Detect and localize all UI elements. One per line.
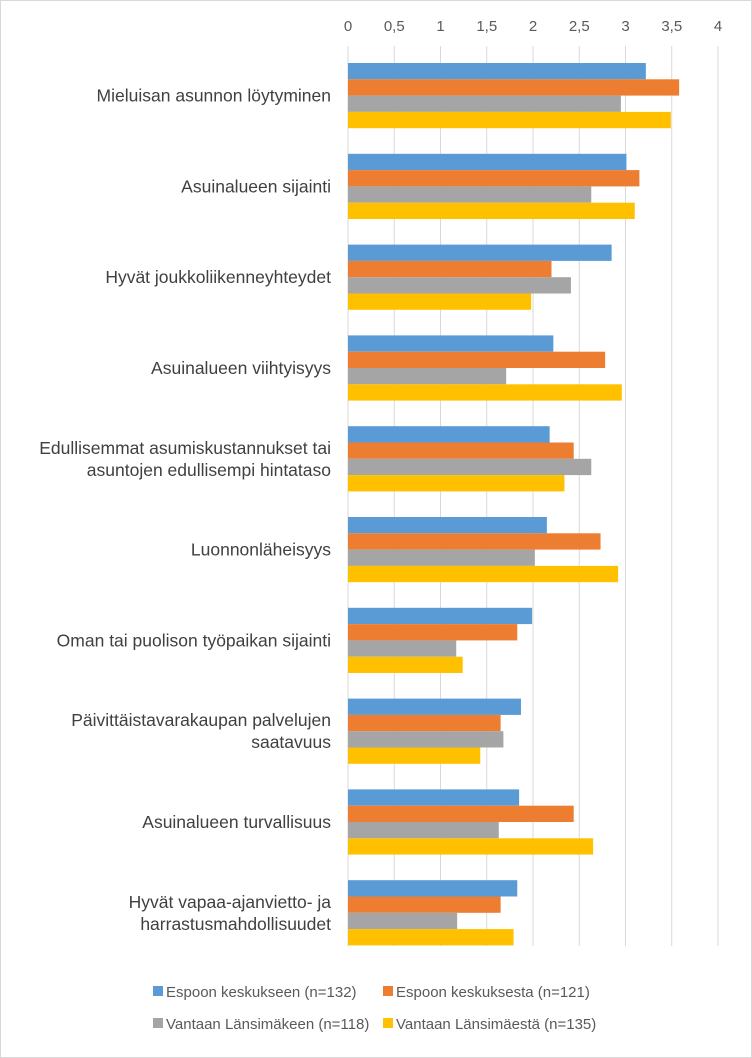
category-label-line: Hyvät joukkoliikenneyhteydet — [105, 267, 331, 287]
bar — [348, 260, 552, 278]
bar — [348, 698, 521, 715]
legend-item: Vantaan Länsimäkeen (n=118) — [153, 1016, 369, 1033]
bar — [348, 533, 601, 550]
x-tick-label: 3 — [621, 18, 629, 35]
bar — [348, 731, 504, 748]
bar — [348, 565, 619, 583]
category-label-line: asuntojen edullisempi hintataso — [87, 460, 331, 480]
legend-label: Espoon keskuksesta (n=121) — [396, 984, 590, 1001]
bar — [348, 880, 518, 897]
bar — [348, 475, 565, 492]
bar — [348, 186, 592, 203]
bar — [348, 789, 520, 806]
x-tick-label: 4 — [714, 18, 722, 35]
category-label-line: Asuinalueen sijainti — [181, 176, 331, 196]
bar — [348, 95, 621, 112]
x-tick-label: 2,5 — [569, 18, 590, 35]
legend-label: Vantaan Länsimäestä (n=135) — [396, 1016, 596, 1033]
bar — [348, 838, 594, 855]
category-label: Hyvät vapaa-ajanvietto- ja harrastusmahdo… — [129, 892, 332, 934]
category-label-line: Mieluisan asunnon löytyminen — [97, 86, 331, 106]
category-label: Mieluisan asunnon löytyminen — [97, 86, 331, 106]
category-label: Oman tai puolison työpaikan sijainti — [57, 630, 331, 650]
bar — [348, 384, 622, 401]
category-labels: Mieluisan asunnon löytyminen Asuinalueen … — [39, 86, 331, 934]
category-label-line: Asuinalueen viihtyisyys — [151, 358, 331, 378]
bar — [348, 63, 646, 80]
legend-item: Vantaan Länsimäestä (n=135) — [383, 1016, 596, 1033]
bar — [348, 747, 481, 764]
bar — [348, 351, 606, 368]
bar — [348, 912, 458, 930]
bar — [348, 517, 547, 534]
legend-swatch — [383, 1018, 393, 1028]
x-tick-label: 3,5 — [661, 18, 682, 35]
bar — [348, 426, 550, 443]
legend: Espoon keskukseen (n=132) Espoon keskukse… — [153, 984, 596, 1033]
bar — [348, 170, 640, 187]
bar — [348, 79, 680, 96]
bar — [348, 458, 592, 476]
category-label-line: Asuinalueen turvallisuus — [142, 812, 331, 832]
bar — [348, 805, 574, 822]
category-label: Päivittäistavarakaupan palvelujen saatavu… — [71, 710, 331, 752]
legend-item: Espoon keskukseen (n=132) — [153, 984, 357, 1001]
category-label-line: Päivittäistavarakaupan palvelujen — [71, 710, 331, 730]
category-label: Luonnonläheisyys — [191, 540, 331, 560]
x-tick-label: 0,5 — [384, 18, 405, 35]
bar — [348, 822, 499, 839]
bar — [348, 244, 612, 261]
bar — [348, 929, 514, 946]
bar — [348, 202, 635, 219]
category-label-line: Hyvät vapaa-ajanvietto- ja — [129, 892, 332, 912]
bar — [348, 153, 627, 171]
legend-label: Vantaan Länsimäkeen (n=118) — [166, 1016, 369, 1033]
bar — [348, 277, 571, 294]
bar — [348, 607, 533, 625]
x-tick-label: 1,5 — [476, 18, 497, 35]
category-label-line: Oman tai puolison työpaikan sijainti — [57, 630, 331, 650]
category-label-line: saatavuus — [251, 732, 331, 752]
category-label-line: Luonnonläheisyys — [191, 540, 331, 560]
x-axis-ticks: 0 0,5 1 1,5 2 2,5 3 3,5 4 — [344, 18, 722, 35]
bar — [348, 335, 554, 352]
bar — [348, 293, 532, 310]
category-label: Asuinalueen turvallisuus — [142, 812, 331, 832]
bar — [348, 896, 501, 913]
bar — [348, 656, 463, 673]
category-label-line: harrastusmahdollisuudet — [140, 914, 331, 934]
legend-swatch — [383, 986, 393, 996]
x-tick-label: 2 — [529, 18, 537, 35]
category-label: Edullisemmat asumiskustannukset tai asunt… — [39, 438, 331, 480]
bars — [348, 63, 680, 946]
legend-label: Espoon keskukseen (n=132) — [166, 984, 357, 1001]
category-label-line: Edullisemmat asumiskustannukset tai — [39, 438, 331, 458]
x-tick-label: 1 — [436, 18, 444, 35]
bar — [348, 640, 457, 657]
bar — [348, 549, 535, 566]
category-label: Hyvät joukkoliikenneyhteydet — [105, 267, 331, 287]
category-label: Asuinalueen viihtyisyys — [151, 358, 331, 378]
bar — [348, 624, 518, 641]
legend-swatch — [153, 1018, 163, 1028]
x-tick-label: 0 — [344, 18, 352, 35]
legend-swatch — [153, 986, 163, 996]
legend-item: Espoon keskuksesta (n=121) — [383, 984, 590, 1001]
bar — [348, 368, 507, 385]
category-label: Asuinalueen sijainti — [181, 176, 331, 196]
bar — [348, 714, 501, 732]
bar — [348, 111, 671, 129]
bar — [348, 442, 574, 459]
